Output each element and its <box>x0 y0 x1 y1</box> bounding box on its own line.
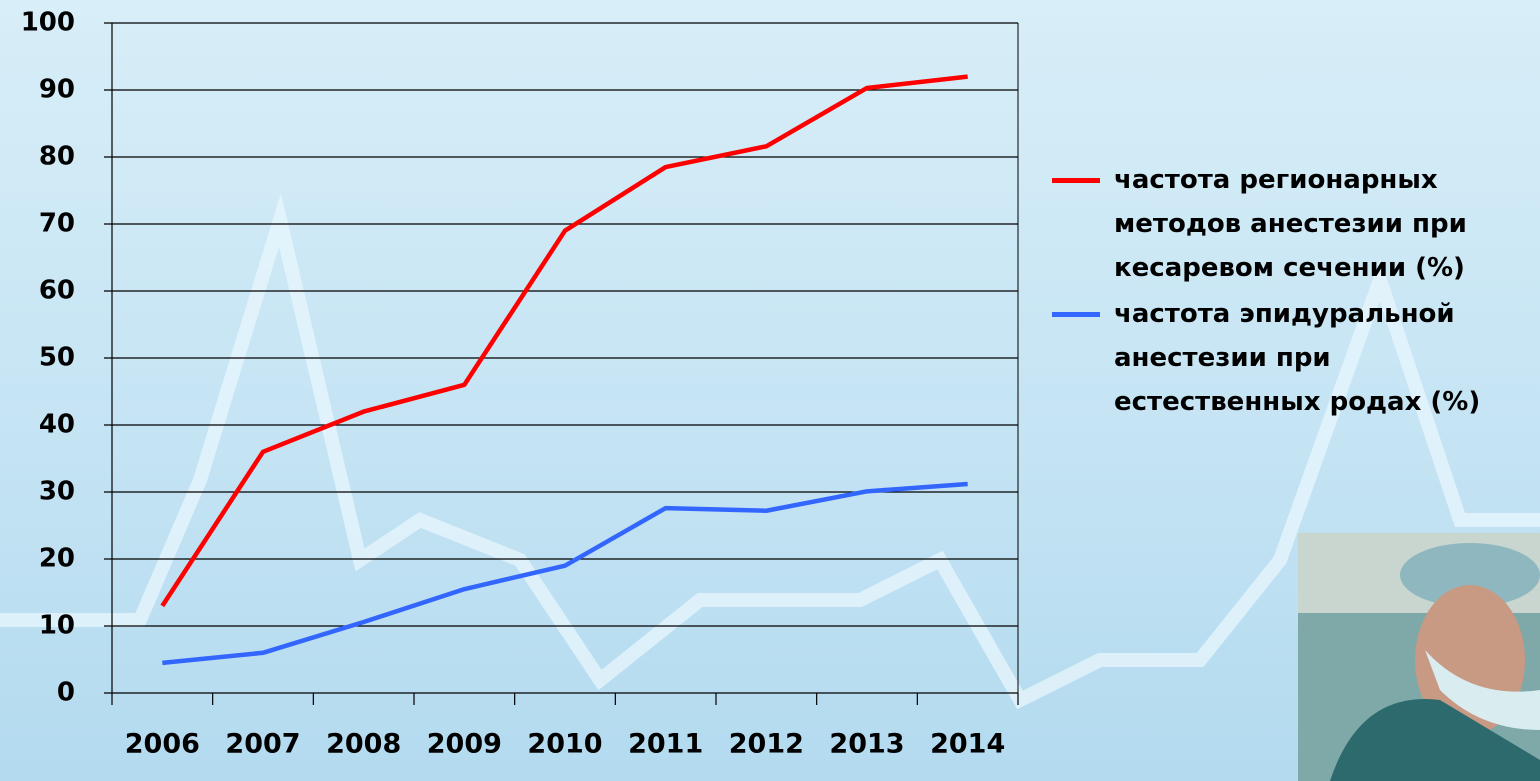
y-tick-label: 90 <box>39 75 75 105</box>
y-tick-label: 30 <box>39 477 75 507</box>
legend-key <box>1052 312 1100 317</box>
background-decoration <box>0 193 1540 710</box>
x-tick-label: 2014 <box>930 729 1005 760</box>
legend: частота регионарных методов анестезии пр… <box>1052 158 1540 424</box>
legend-label: частота регионарных методов анестезии пр… <box>1114 165 1467 283</box>
x-tick-label: 2007 <box>225 729 300 760</box>
legend-label: частота эпидуральной анестезии при естес… <box>1114 299 1481 417</box>
x-tick-label: 2010 <box>527 729 602 760</box>
y-tick-label: 60 <box>39 276 75 306</box>
y-tick-label: 50 <box>39 343 75 373</box>
y-tick-label: 80 <box>39 142 75 172</box>
y-tick-label: 0 <box>57 678 75 708</box>
legend-item: частота регионарных методов анестезии пр… <box>1052 158 1534 290</box>
legend-key <box>1052 178 1100 183</box>
x-tick-label: 2012 <box>729 729 804 760</box>
x-tick-label: 2006 <box>125 729 200 760</box>
series-line <box>160 74 968 608</box>
y-tick-label: 100 <box>21 8 75 38</box>
x-tick-label: 2011 <box>628 729 703 760</box>
y-tick-label: 70 <box>39 209 75 239</box>
series-line <box>162 481 968 666</box>
y-tick-label: 20 <box>39 544 75 574</box>
x-tick-label: 2009 <box>427 729 502 760</box>
photo <box>1298 533 1540 781</box>
x-tick-label: 2008 <box>326 729 401 760</box>
legend-item: частота эпидуральной анестезии при естес… <box>1052 292 1534 424</box>
y-tick-label: 40 <box>39 410 75 440</box>
x-tick-label: 2013 <box>829 729 904 760</box>
y-tick-label: 10 <box>39 611 75 641</box>
